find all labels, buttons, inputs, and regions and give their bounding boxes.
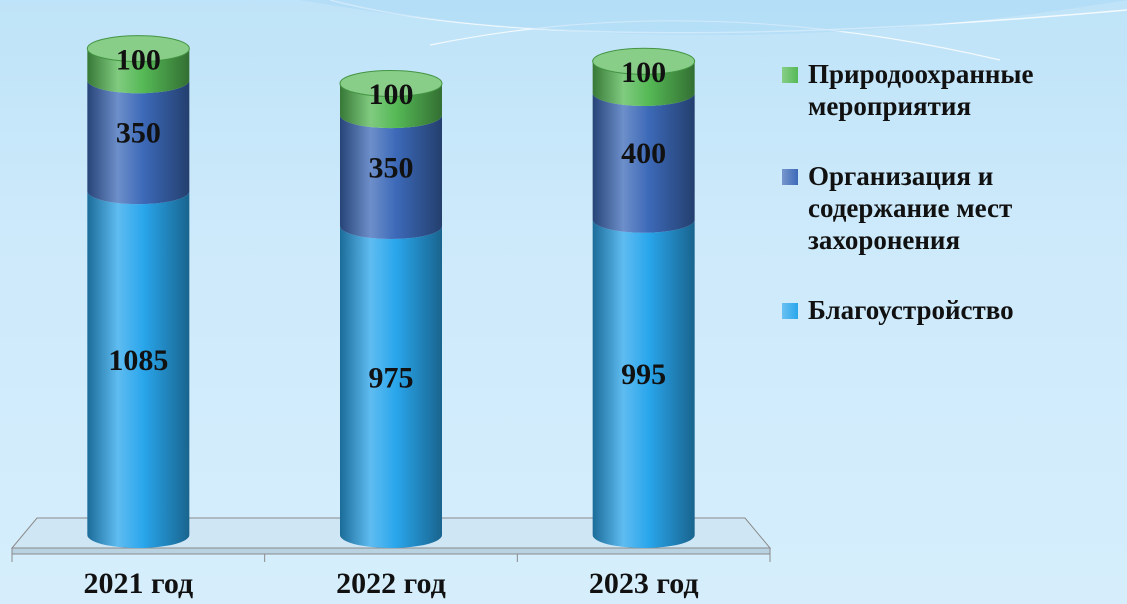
data-label: 350: [369, 151, 414, 184]
floor-edge: [11, 547, 771, 555]
cylinder-segment: [87, 48, 190, 94]
cylinder-segment: [340, 115, 442, 240]
cylinder-top: [86, 35, 190, 63]
data-label: 975: [369, 361, 414, 394]
legend-label: Организация и содержание мест захоронени…: [808, 161, 1013, 255]
x-tick-label: 2022 год: [336, 567, 446, 600]
cylinder-segment: [340, 83, 442, 129]
legend-swatch: [782, 303, 798, 319]
data-label: 400: [621, 137, 666, 170]
cylinder-segment: [340, 226, 442, 548]
legend-label: Природоохранные мероприятия: [808, 59, 1034, 121]
decor-band: [300, 0, 1127, 35]
x-tick-label: 2021 год: [83, 567, 193, 600]
data-label: 350: [116, 117, 161, 150]
data-label: 100: [369, 78, 414, 111]
legend: Природоохранные мероприятия Организация и…: [778, 58, 1123, 364]
data-label: 100: [116, 43, 161, 76]
cylinder-top: [592, 47, 696, 75]
legend-swatch: [782, 67, 798, 83]
cylinder-segment: [87, 191, 190, 548]
cylinder-segment: [592, 219, 695, 548]
legend-item: Благоустройство: [778, 294, 1123, 326]
cylinder-top: [339, 69, 443, 97]
legend-swatch: [782, 169, 798, 185]
cylinder-segment: [592, 61, 695, 106]
data-label: 995: [621, 358, 666, 391]
x-tick-label: 2023 год: [589, 567, 699, 600]
cylinder-segment: [87, 80, 190, 205]
data-label: 1085: [108, 344, 168, 377]
cylinder-segment: [592, 92, 695, 233]
legend-label: Благоустройство: [808, 295, 1014, 325]
data-label: 100: [621, 56, 666, 89]
legend-item: Природоохранные мероприятия: [778, 58, 1123, 122]
legend-item: Организация и содержание мест захоронени…: [778, 160, 1123, 256]
